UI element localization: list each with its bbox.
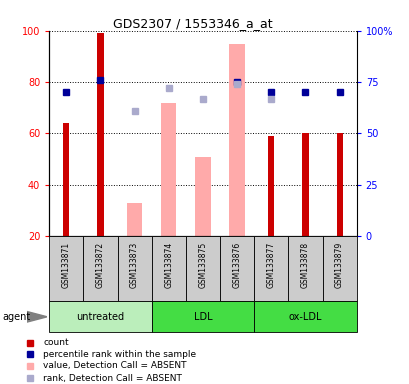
Text: count: count <box>43 338 69 347</box>
Bar <box>195 157 210 236</box>
Text: agent: agent <box>2 312 30 322</box>
Text: GSM133872: GSM133872 <box>96 242 105 288</box>
Polygon shape <box>27 311 47 322</box>
Bar <box>336 133 342 236</box>
Bar <box>151 301 254 332</box>
Text: GSM133876: GSM133876 <box>232 242 241 288</box>
Bar <box>97 33 103 236</box>
Text: untreated: untreated <box>76 312 124 322</box>
Text: value, Detection Call = ABSENT: value, Detection Call = ABSENT <box>43 361 186 370</box>
Text: GSM133877: GSM133877 <box>266 242 275 288</box>
Text: GSM133871: GSM133871 <box>62 242 71 288</box>
Bar <box>127 203 142 236</box>
Bar <box>83 236 117 301</box>
Text: GSM133873: GSM133873 <box>130 242 139 288</box>
Bar <box>254 236 288 301</box>
Text: GSM133874: GSM133874 <box>164 242 173 288</box>
Text: rank, Detection Call = ABSENT: rank, Detection Call = ABSENT <box>43 374 182 382</box>
Bar <box>161 103 176 236</box>
Bar <box>63 123 69 236</box>
Text: LDL: LDL <box>193 312 212 322</box>
Bar <box>185 236 220 301</box>
Text: GSM133878: GSM133878 <box>300 242 309 288</box>
Text: GSM133875: GSM133875 <box>198 242 207 288</box>
Text: percentile rank within the sample: percentile rank within the sample <box>43 349 196 359</box>
Text: ox-LDL: ox-LDL <box>288 312 321 322</box>
Bar <box>151 236 185 301</box>
Text: GDS2307 / 1553346_a_at: GDS2307 / 1553346_a_at <box>112 17 272 30</box>
Bar <box>322 236 356 301</box>
Bar <box>220 236 254 301</box>
Bar <box>254 301 356 332</box>
Bar <box>302 133 308 236</box>
Bar <box>117 236 151 301</box>
Bar <box>288 236 322 301</box>
Bar <box>49 236 83 301</box>
Text: GSM133879: GSM133879 <box>334 242 343 288</box>
Bar <box>267 136 274 236</box>
Bar <box>229 43 244 236</box>
Bar <box>49 301 151 332</box>
